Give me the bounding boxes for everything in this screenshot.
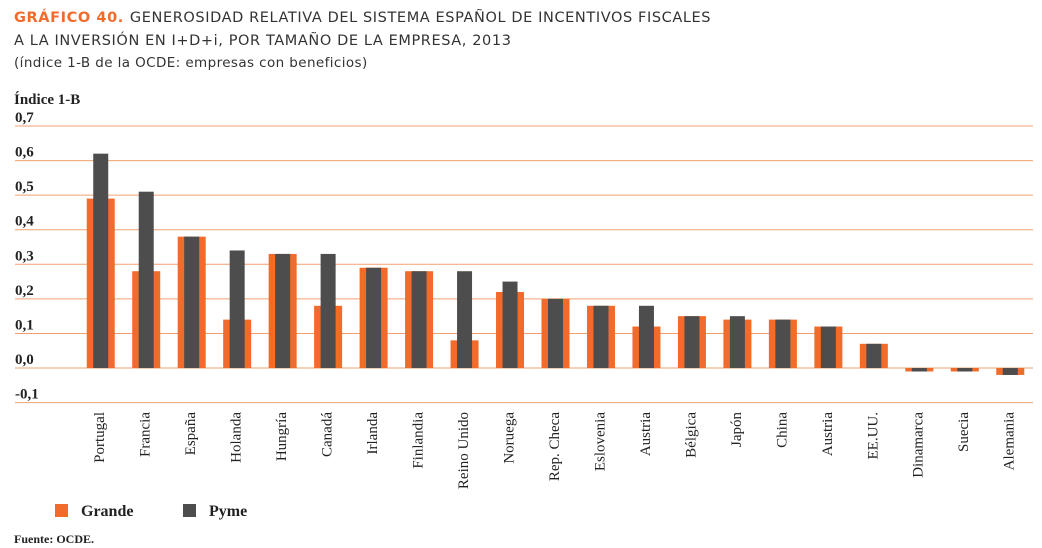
bar xyxy=(411,271,427,369)
bar xyxy=(638,305,654,369)
legend-label: Pyme xyxy=(209,503,247,520)
bar xyxy=(820,326,836,369)
bar xyxy=(93,153,109,369)
x-tick-label: Reino Unido xyxy=(456,412,472,489)
subtitle: (índice 1-B de la OCDE: empresas con ben… xyxy=(14,55,368,71)
x-tick-label: Alemania xyxy=(1002,412,1018,471)
y-tick-label: 0,7 xyxy=(15,110,34,126)
x-tick-label: EE.UU. xyxy=(865,412,881,460)
x-tick-label: Noruega xyxy=(501,412,517,464)
bar xyxy=(275,253,291,369)
x-tick-label: Bélgica xyxy=(683,412,699,458)
x-tick-label: Finlandia xyxy=(411,412,427,469)
x-tick-label: Hungría xyxy=(274,412,290,461)
x-tick-label: Eslovenia xyxy=(592,412,608,471)
x-tick-label: China xyxy=(774,412,790,448)
bar xyxy=(457,271,473,369)
x-tick-label: Dinamarca xyxy=(911,412,927,478)
bar xyxy=(775,319,791,369)
x-tick-label: Austria xyxy=(638,412,654,457)
chart-title: GRÁFICO 40. GENEROSIDAD RELATIVA DEL SIST… xyxy=(14,9,711,26)
x-tick-label: Austria xyxy=(820,412,836,457)
y-tick-label: 0,4 xyxy=(15,214,34,230)
x-tick-label: Irlanda xyxy=(365,412,381,455)
x-tick-label: Portugal xyxy=(92,412,108,463)
x-tick-label: Rep. Checa xyxy=(547,412,563,481)
x-tick-label: Francia xyxy=(138,412,154,457)
x-tick-label: Holanda xyxy=(229,412,245,463)
bar xyxy=(366,267,382,369)
x-tick-label: España xyxy=(183,412,199,456)
bar xyxy=(502,281,518,369)
legend-swatch xyxy=(183,504,196,517)
y-tick-label: 0,0 xyxy=(15,352,34,368)
legend-swatch xyxy=(55,504,68,517)
y-tick-label: -0,1 xyxy=(15,387,39,403)
bar xyxy=(593,305,609,369)
y-tick-label: 0,3 xyxy=(15,248,34,264)
bar xyxy=(1002,368,1018,375)
y-tick-label: 0,1 xyxy=(15,317,34,333)
source: Fuente: OCDE. xyxy=(14,532,94,546)
x-tick-label: Suecia xyxy=(956,412,972,452)
bar xyxy=(729,316,745,369)
bar xyxy=(229,250,245,369)
y-tick-label: 0,2 xyxy=(15,283,34,299)
bar xyxy=(138,191,154,369)
title-line: GENEROSIDAD RELATIVA DEL SISTEMA ESPAÑOL… xyxy=(130,9,711,26)
bar xyxy=(866,343,882,369)
x-tick-label: Canadá xyxy=(320,412,336,457)
legend-label: Grande xyxy=(81,503,133,520)
bar xyxy=(684,316,700,369)
y-axis-label: Índice 1-B xyxy=(14,91,80,108)
y-tick-label: 0,5 xyxy=(15,179,34,195)
bar xyxy=(320,253,336,369)
bar xyxy=(911,368,927,372)
title-line: A LA INVERSIÓN EN I+D+i, POR TAMAÑO DE L… xyxy=(14,31,512,49)
title-label: GRÁFICO 40. xyxy=(14,9,124,26)
y-tick-label: 0,6 xyxy=(15,145,34,161)
bar xyxy=(184,236,200,369)
bar xyxy=(548,298,563,369)
x-tick-label: Japón xyxy=(729,412,745,447)
bar xyxy=(957,368,973,372)
